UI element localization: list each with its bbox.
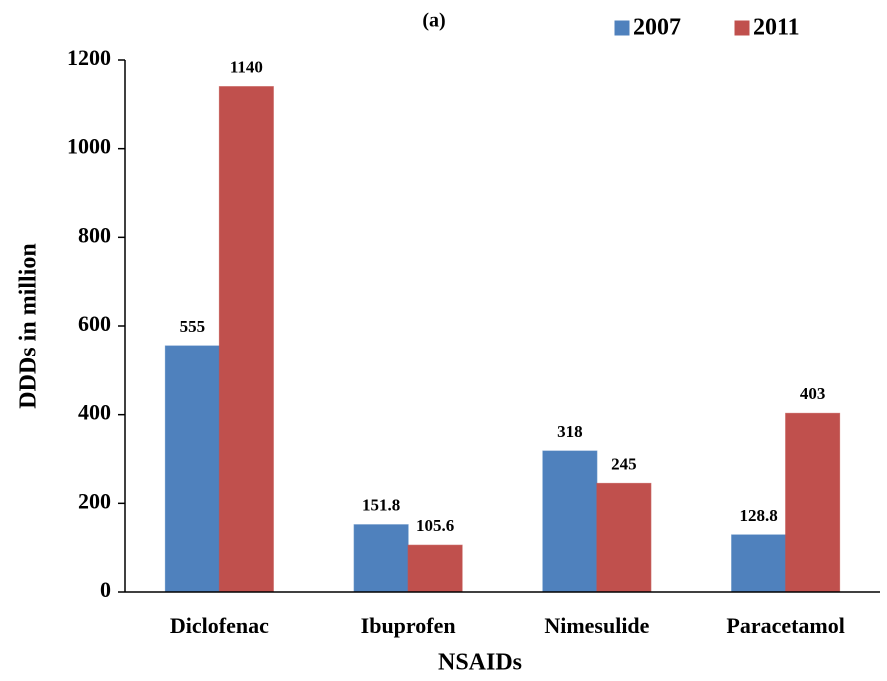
x-tick-label: Nimesulide (544, 613, 649, 638)
y-axis-label: DDDs in million (16, 243, 42, 408)
legend-label: 2011 (753, 15, 800, 41)
y-tick-label: 1000 (67, 134, 111, 159)
bar (785, 412, 841, 593)
data-label: 403 (800, 384, 826, 403)
data-label: 318 (557, 422, 583, 441)
x-tick-label: Ibuprofen (361, 613, 456, 638)
y-tick-label: 0 (100, 577, 111, 602)
data-label: 151.8 (362, 496, 400, 515)
bar (164, 345, 220, 593)
bar (407, 544, 463, 593)
x-axis-label: NSAIDs (438, 650, 522, 676)
data-label: 105.6 (416, 516, 454, 535)
y-tick-label: 800 (78, 222, 111, 247)
bar (596, 482, 652, 593)
y-tick-label: 400 (78, 400, 111, 425)
legend-label: 2007 (633, 15, 681, 41)
x-tick-label: Paracetamol (726, 613, 845, 638)
legend-swatch (614, 20, 630, 36)
x-tick-label: Diclofenac (170, 613, 269, 638)
bar (218, 86, 274, 593)
legend-swatch (734, 20, 750, 36)
bar (542, 450, 598, 593)
data-label: 555 (180, 317, 206, 336)
bar (731, 534, 787, 593)
y-tick-label: 1200 (67, 45, 111, 70)
data-label: 245 (611, 454, 637, 473)
y-tick-label: 600 (78, 311, 111, 336)
data-label: 128.8 (740, 506, 778, 525)
bar (353, 524, 409, 593)
data-label: 1140 (230, 58, 263, 77)
y-tick-label: 200 (78, 488, 111, 513)
chart-title: (a) (422, 10, 445, 32)
